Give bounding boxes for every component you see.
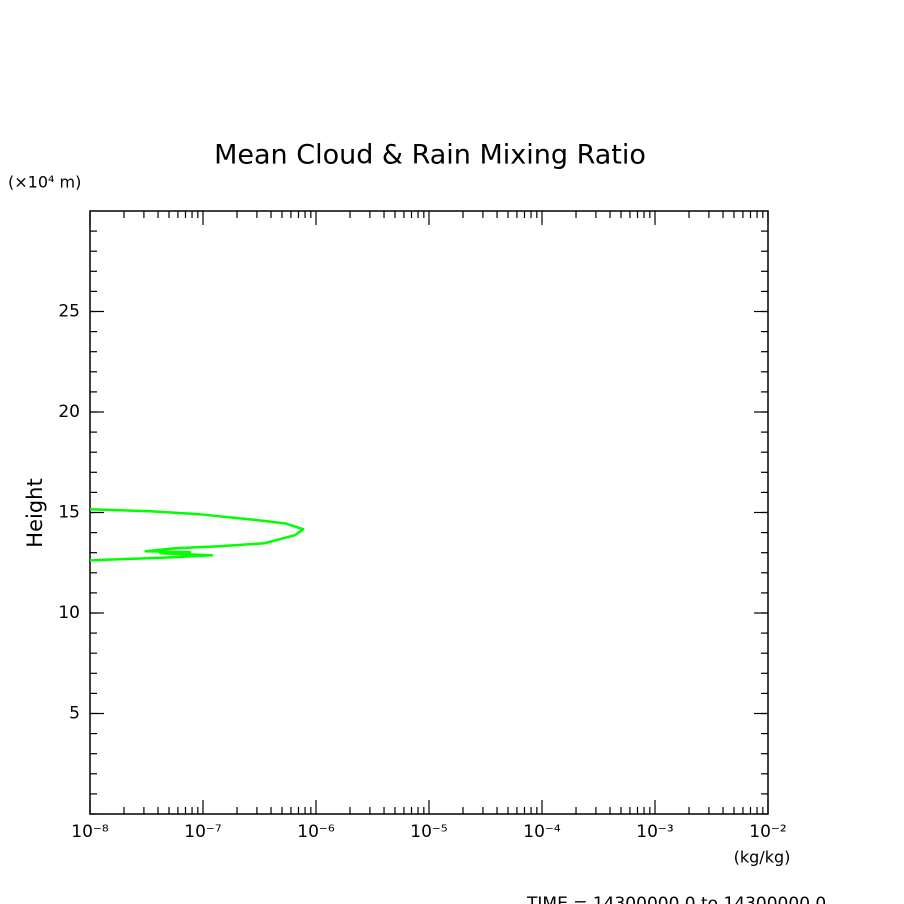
footer: TIME = 14300000.0 to 14300000.0: [526, 894, 826, 904]
x-unit: (kg/kg): [734, 848, 791, 867]
plot-frame: [89, 210, 769, 815]
data-line: [89, 508, 305, 562]
x-tick-label: 10⁻⁶: [297, 822, 335, 842]
x-tick-label: 10⁻³: [636, 822, 673, 842]
y-tick-label: 15: [58, 503, 80, 523]
y-tick-label: 5: [69, 704, 80, 724]
x-tick-label: 10⁻⁷: [184, 822, 222, 842]
y-tick-label: 25: [58, 302, 80, 322]
y-axis-label: Height: [23, 478, 47, 547]
y-unit: (×10⁴ m): [8, 173, 81, 192]
y-tick-label: 20: [58, 402, 80, 422]
x-tick-label: 10⁻⁵: [410, 822, 447, 842]
chart-title: Mean Cloud & Rain Mixing Ratio: [214, 140, 646, 171]
x-tick-label: 10⁻⁴: [523, 822, 561, 842]
x-tick-label: 10⁻⁸: [71, 822, 109, 842]
y-tick-label: 10: [58, 603, 80, 623]
x-tick-label: 10⁻²: [749, 822, 786, 842]
